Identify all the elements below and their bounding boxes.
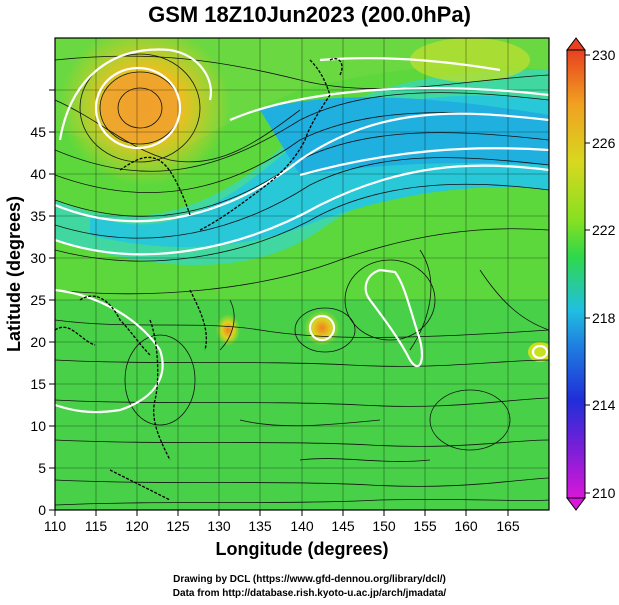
y-tick-label: 25 — [30, 292, 46, 308]
credit-data: Data from http://database.rish.kyoto-u.a… — [172, 588, 447, 599]
x-tick-label: 110 — [44, 518, 67, 534]
temperature-contours — [55, 48, 549, 414]
credit-drawing: Drawing by DCL (https://www.gfd-dennou.o… — [173, 574, 446, 585]
streamlines — [55, 53, 549, 506]
y-tick-label: 20 — [30, 334, 46, 350]
y-tick-labels: 0 5 10 15 20 25 30 35 40 45 — [30, 124, 46, 518]
colorbar-top-arrow — [566, 37, 586, 51]
x-tick-label: 135 — [248, 518, 272, 534]
colorbar-label: 214 — [592, 397, 616, 413]
colorbar-label: 226 — [592, 135, 616, 151]
x-tick-label: 145 — [331, 518, 355, 534]
axis-ticks — [49, 89, 509, 516]
x-tick-label: 150 — [372, 518, 396, 534]
x-tick-label: 115 — [85, 518, 108, 534]
x-tick-label: 155 — [413, 518, 437, 534]
chart-title: GSM 18Z10Jun2023 (200.0hPa) — [148, 2, 471, 27]
colorbar-bottom-arrow — [566, 497, 586, 511]
y-tick-label: 10 — [30, 418, 46, 434]
x-tick-label: 140 — [290, 518, 314, 534]
x-tick-label: 125 — [166, 518, 190, 534]
colorbar: 230 226 222 218 214 210 — [566, 37, 616, 511]
y-tick-label: 0 — [38, 502, 46, 518]
x-tick-labels: 110 115 120 125 130 135 140 145 150 155 … — [44, 518, 520, 534]
colorbar-label: 222 — [592, 222, 616, 238]
x-tick-label: 165 — [496, 518, 520, 534]
y-tick-label: 15 — [30, 376, 46, 392]
coastlines — [55, 58, 343, 501]
y-tick-label: 40 — [30, 166, 46, 182]
x-tick-label: 120 — [125, 518, 149, 534]
colorbar-scale — [566, 49, 586, 499]
y-tick-label: 5 — [38, 460, 46, 476]
x-tick-label: 160 — [454, 518, 478, 534]
y-tick-label: 35 — [30, 208, 46, 224]
colorbar-label: 218 — [592, 310, 616, 326]
x-tick-label: 130 — [207, 518, 231, 534]
colorbar-label: 210 — [592, 485, 616, 501]
y-axis-label: Latitude (degrees) — [4, 196, 24, 352]
y-tick-label: 30 — [30, 250, 46, 266]
colorbar-label: 230 — [592, 47, 616, 63]
y-tick-label: 45 — [30, 124, 46, 140]
x-axis-label: Longitude (degrees) — [215, 539, 388, 559]
